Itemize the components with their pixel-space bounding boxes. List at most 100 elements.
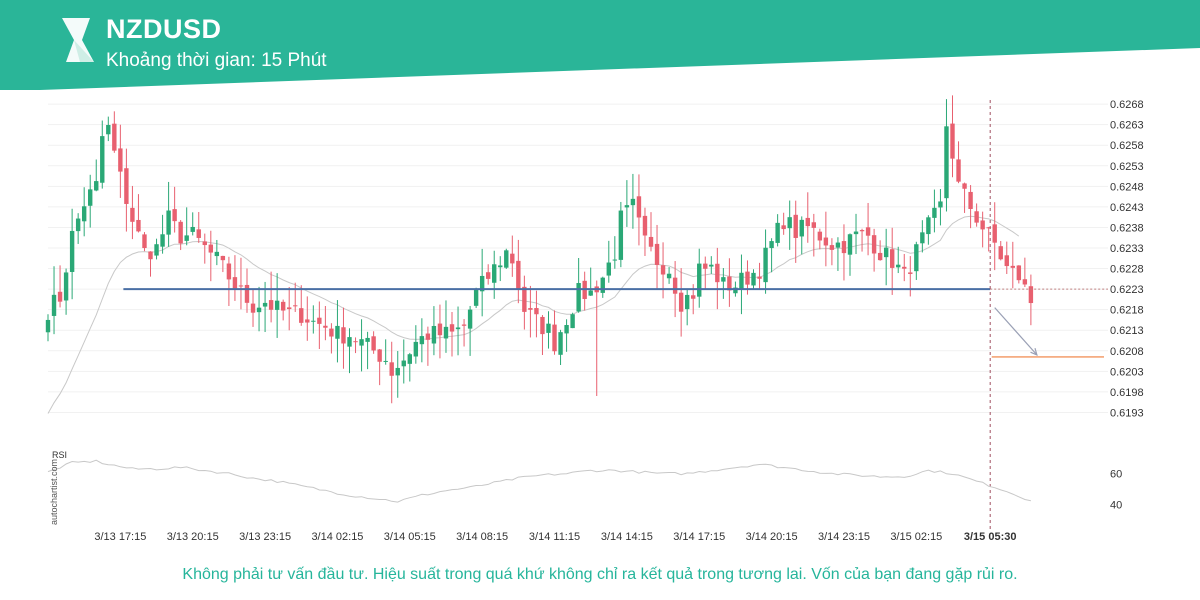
candle (727, 258, 732, 307)
candle (600, 276, 605, 298)
candle (467, 305, 473, 356)
candle-body (166, 210, 171, 235)
candle (172, 186, 177, 233)
candle (510, 235, 515, 277)
candle-body (733, 287, 738, 294)
candle-body (793, 214, 798, 238)
candle (317, 301, 322, 350)
candle-body (510, 253, 515, 264)
candle (1010, 241, 1015, 289)
candle (299, 285, 304, 326)
candle (94, 159, 99, 192)
candle-body (648, 236, 654, 247)
candle-body (256, 307, 262, 313)
time-tick-label: 3/14 11:15 (529, 531, 580, 543)
candle-body (142, 234, 147, 249)
candle-body (51, 294, 57, 316)
candle (124, 148, 129, 232)
candle (534, 290, 539, 338)
candle (528, 285, 533, 338)
price-tick-label: 0.6263 (1110, 120, 1144, 132)
candle (811, 213, 817, 257)
candle-body (160, 234, 165, 247)
candle (944, 99, 949, 212)
price-tick-label: 0.6233 (1110, 243, 1144, 255)
time-tick-label: 3/14 17:15 (673, 531, 725, 543)
candle-body (329, 328, 334, 337)
candle-body (202, 241, 207, 246)
candle-body (811, 222, 817, 228)
candle (136, 194, 141, 233)
candle (709, 256, 714, 274)
ma-line (47, 215, 1020, 414)
time-tick-label: 3/14 14:15 (601, 531, 653, 543)
price-tick-label: 0.6243 (1110, 202, 1144, 214)
candle (371, 331, 376, 354)
candle-body (908, 272, 913, 274)
candle (847, 233, 853, 276)
candle-body (377, 349, 382, 362)
candle-body (262, 302, 268, 307)
candle (335, 300, 340, 363)
candle (896, 246, 901, 274)
candle (449, 311, 455, 357)
candle (63, 268, 69, 315)
candle (890, 227, 895, 295)
candle (612, 236, 618, 269)
candle (703, 256, 708, 290)
candle-body (956, 159, 961, 182)
candle-body (317, 317, 322, 324)
candle-body (136, 219, 141, 232)
candle-body (492, 264, 497, 283)
candle-body (751, 272, 756, 286)
candle-body (498, 265, 503, 268)
candle-body (980, 220, 985, 230)
candle-body (485, 272, 491, 279)
candle-body (69, 230, 75, 272)
candle (51, 266, 57, 335)
candle (407, 352, 412, 382)
price-tick-label: 0.6198 (1110, 387, 1144, 399)
candle (280, 299, 286, 321)
candle (455, 306, 461, 356)
price-tick-label: 0.6253 (1110, 161, 1144, 173)
candle (576, 258, 581, 313)
candle (883, 228, 889, 286)
time-tick-label: 3/13 20:15 (167, 531, 219, 543)
candle-body (311, 320, 316, 322)
candle (431, 306, 437, 356)
candle (853, 213, 859, 255)
candle-body (94, 181, 99, 191)
autochartist-logo-icon (62, 18, 94, 62)
candle-body (552, 324, 557, 352)
candle-body (45, 319, 51, 333)
candle (341, 307, 346, 369)
candle (208, 230, 214, 282)
rsi-tick-label: 40 (1110, 500, 1122, 512)
candle-body (299, 308, 304, 323)
candle-body (660, 265, 666, 275)
candle (902, 253, 907, 282)
candle-body (449, 324, 455, 332)
candle (359, 319, 364, 372)
candle (75, 213, 81, 244)
candle-body (359, 339, 364, 346)
candle-body (775, 222, 780, 243)
candle (1004, 241, 1009, 275)
candle (684, 288, 690, 326)
candle (540, 315, 545, 356)
candle-body (395, 367, 400, 376)
candle (389, 341, 394, 404)
candle-body (293, 305, 298, 307)
price-tick-label: 0.6223 (1110, 284, 1144, 296)
candle-body (853, 231, 859, 235)
candle (238, 257, 244, 310)
candle-body (88, 189, 93, 206)
candle (606, 240, 611, 283)
projection-arrow (994, 307, 1038, 356)
candle-body (196, 229, 201, 238)
candle-body (998, 246, 1003, 260)
candle (196, 212, 201, 243)
candle (558, 329, 563, 365)
candle-body (522, 286, 527, 312)
